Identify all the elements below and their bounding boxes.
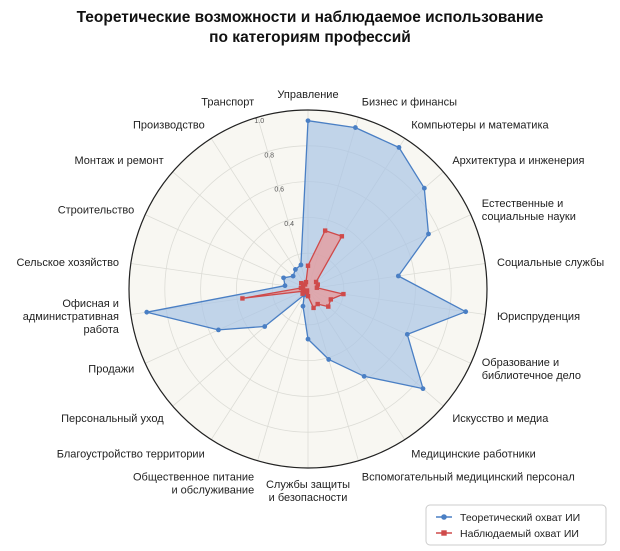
data-point-theoretical (290, 273, 296, 279)
data-point-observed (326, 304, 331, 309)
category-label: Сельское хозяйство (16, 257, 118, 269)
chart-title-line-2: по категориям профессий (209, 29, 411, 46)
grid-spoke (172, 171, 309, 290)
data-point-observed (328, 297, 333, 302)
legend-label-theoretical: Теоретический охват ИИ (460, 512, 580, 524)
data-point-observed (305, 263, 311, 268)
data-point-theoretical (305, 336, 311, 342)
category-label: Социальные службы (497, 257, 604, 269)
category-label: Персональный уход (61, 413, 164, 425)
grid-spoke (210, 288, 309, 440)
data-point-theoretical (404, 331, 410, 337)
data-point-theoretical (281, 275, 286, 281)
data-point-theoretical (353, 125, 358, 130)
category-label: Благоустройство территории (57, 449, 205, 461)
category-label: Монтаж и ремонт (74, 155, 163, 167)
data-point-observed (299, 280, 304, 286)
legend-marker-theoretical (441, 514, 447, 520)
data-point-observed (305, 293, 311, 299)
legend-frame (425, 504, 607, 546)
legend: Теоретический охват ИИ Наблюдаемый охват… (425, 504, 607, 546)
data-point-observed (315, 282, 320, 287)
category-label: Офисная и административная работа (23, 298, 120, 336)
data-point-observed (313, 279, 319, 285)
category-label: Вспомогательный медицинский персонал (362, 471, 575, 483)
data-point-observed (303, 279, 309, 285)
category-label: Архитектура и инженерия (452, 155, 584, 167)
data-point-theoretical (262, 324, 268, 329)
data-point-theoretical (298, 262, 304, 268)
category-label: Медицинские работники (411, 449, 536, 461)
grid-spoke (210, 138, 309, 290)
radial-tick-label: 1.0 (254, 118, 264, 125)
category-label: Транспорт (201, 97, 254, 109)
legend-marker-observed (441, 530, 447, 536)
data-point-observed (240, 296, 245, 301)
category-label: Продажи (88, 363, 134, 375)
grid-spoke (130, 263, 309, 290)
category-label: Бизнес и финансы (362, 97, 457, 109)
data-point-theoretical (300, 303, 306, 309)
data-point-theoretical (426, 231, 431, 237)
category-label: Управление (277, 89, 338, 101)
data-point-observed (300, 289, 306, 294)
data-point-theoretical (326, 357, 332, 362)
category-label: Общественное питание и обслуживание (133, 471, 254, 496)
category-label: Строительство (58, 205, 135, 217)
data-point-theoretical (361, 373, 367, 379)
category-label: Образование и библиотечное дело (482, 357, 581, 382)
data-point-observed (298, 285, 304, 291)
data-point-theoretical (395, 273, 401, 279)
data-point-observed (311, 305, 316, 311)
data-point-theoretical (144, 309, 150, 315)
data-point-observed (300, 291, 305, 296)
data-point-observed (304, 288, 310, 293)
plot-area: 0.4 0.6 0.8 1.0 Управление Бизнес и финансы Ко… (16, 89, 604, 504)
grid-spoke (145, 214, 309, 290)
data-point-observed (314, 285, 320, 290)
data-point-theoretical (420, 386, 426, 392)
category-label: Службы защиты и безопасности (266, 479, 350, 504)
data-point-theoretical (282, 283, 288, 289)
data-point-observed (315, 301, 320, 307)
data-point-theoretical (421, 185, 427, 191)
data-point-theoretical (216, 327, 221, 333)
grid-spoke (257, 117, 309, 290)
data-point-observed (341, 291, 346, 297)
category-label: Производство (133, 119, 205, 131)
data-point-theoretical (463, 309, 469, 315)
category-label: Компьютеры и математика (411, 119, 549, 131)
chart-title-line-1: Теоретические возможности и наблюдаемое … (77, 9, 544, 26)
data-point-observed (339, 234, 345, 239)
legend-label-observed: Наблюдаемый охват ИИ (460, 528, 579, 540)
radial-tick-label: 0.4 (284, 221, 294, 228)
radial-tick-label: 0.6 (274, 187, 284, 194)
data-point-observed (322, 228, 328, 233)
radial-tick-label: 0.8 (264, 152, 274, 159)
grid-spoke (257, 288, 309, 461)
category-label: Юриспруденция (497, 311, 580, 323)
category-label: Естественные и социальные науки (482, 198, 576, 223)
data-point-theoretical (396, 145, 402, 150)
data-point-observed (302, 282, 308, 287)
plot-border (128, 109, 488, 469)
data-point-theoretical (293, 267, 298, 272)
data-point-observed (300, 284, 306, 289)
category-label: Искусство и медиа (452, 413, 549, 425)
data-point-theoretical (305, 118, 311, 124)
